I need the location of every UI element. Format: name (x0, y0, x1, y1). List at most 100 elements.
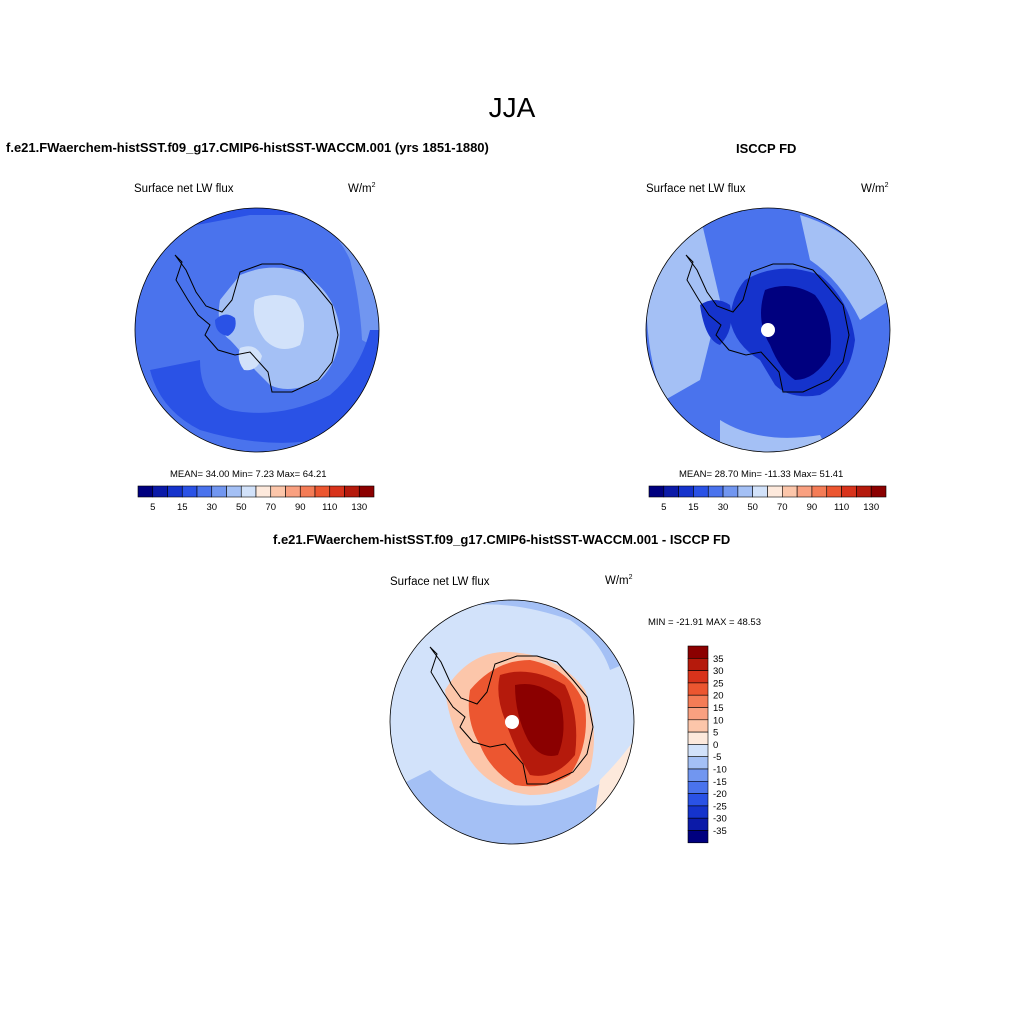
colorbar-model-swatch (329, 485, 345, 498)
panel1-variable: Surface net LW flux (134, 183, 234, 195)
colorbar-isccp-label: 110 (834, 502, 849, 513)
colorbar-isccp-swatch (648, 485, 665, 498)
colorbar-model-swatch (255, 485, 272, 498)
panel1-units-exp: 2 (371, 182, 376, 189)
colorbar-difference-label: -5 (713, 752, 721, 763)
colorbar-model-label: 15 (177, 502, 188, 513)
colorbar-difference-swatch (687, 645, 709, 659)
colorbar-model-swatch (358, 485, 375, 498)
panel2-units-exp: 2 (884, 182, 889, 189)
colorbar-isccp-swatch (707, 485, 724, 498)
colorbar-isccp-swatch (737, 485, 753, 498)
main-title: JJA (488, 92, 536, 123)
map-model-border (134, 207, 380, 453)
colorbar-model-label: 5 (150, 502, 155, 513)
panel3-variable: Surface net LW flux (390, 576, 490, 588)
colorbar-isccp-swatch (782, 485, 798, 498)
panel2-units: W/m2 (861, 182, 889, 195)
panel3-units: W/m2 (605, 574, 633, 587)
colorbar-isccp-label: 30 (718, 502, 729, 513)
colorbar-difference-label: 25 (713, 678, 724, 689)
map-isccp (646, 208, 890, 452)
colorbar-isccp-swatch (811, 485, 828, 498)
colorbar-isccp-swatch (722, 485, 739, 498)
panel1-units-base: W/m (348, 182, 372, 195)
colorbar-isccp-swatch (767, 485, 783, 498)
panel3-title: f.e21.FWaerchem-histSST.f09_g17.CMIP6-hi… (273, 532, 731, 547)
map-difference (390, 600, 634, 844)
colorbar-model-swatch (137, 485, 154, 498)
colorbar-difference-label: -20 (713, 789, 727, 800)
colorbar-model-swatch (226, 485, 242, 498)
panel2-units-base: W/m (861, 182, 885, 195)
colorbar-difference-label: 0 (713, 740, 718, 751)
panel1-title: f.e21.FWaerchem-histSST.f09_g17.CMIP6-hi… (6, 140, 489, 155)
colorbar-model-label: 30 (206, 502, 217, 513)
colorbar-model-label: 50 (236, 502, 247, 513)
colorbar-difference-swatch (687, 682, 709, 696)
colorbar-model-swatch (285, 485, 301, 498)
colorbar-model-swatch (270, 485, 286, 498)
colorbar-difference-swatch (687, 756, 709, 770)
colorbar-difference-label: 30 (713, 666, 724, 677)
panel2-variable: Surface net LW flux (646, 183, 746, 195)
colorbar-model-swatch (181, 485, 198, 498)
colorbar-difference-swatch (687, 670, 709, 684)
colorbar-isccp-swatch (841, 485, 857, 498)
colorbar-difference-label: 15 (713, 703, 724, 714)
colorbar-model-swatch (314, 485, 331, 498)
colorbar-difference-label: 20 (713, 691, 724, 702)
colorbar-difference-swatch (687, 731, 709, 745)
colorbar-isccp-label: 70 (777, 502, 788, 513)
colorbar-difference-label: -30 (713, 814, 727, 825)
colorbar-difference-swatch (687, 719, 709, 733)
colorbar-model-swatch (152, 485, 168, 498)
colorbar-isccp-label: 5 (661, 502, 666, 513)
colorbar-isccp-swatch (663, 485, 679, 498)
panel2-title: ISCCP FD (736, 141, 797, 156)
colorbar-difference-swatch (687, 694, 709, 708)
colorbar-difference-label: -10 (713, 765, 727, 776)
colorbar-isccp: 5 15 30 50 70 90 110 130 (648, 485, 887, 513)
colorbar-isccp-label: 50 (747, 502, 758, 513)
colorbar-difference-label: -15 (713, 777, 727, 788)
panel3-units-exp: 2 (628, 574, 633, 581)
colorbar-isccp-swatch (870, 485, 887, 498)
colorbar-isccp-swatch (796, 485, 813, 498)
colorbar-isccp-label: 90 (807, 502, 818, 513)
colorbar-difference-swatch (687, 830, 709, 844)
colorbar-difference-label: 35 (713, 654, 724, 665)
colorbar-isccp-swatch (856, 485, 872, 498)
panel3-stats: MIN = -21.91 MAX = 48.53 (648, 617, 762, 628)
colorbar-model-label: 90 (295, 502, 306, 513)
colorbar-model-swatch (167, 485, 183, 498)
map-model (135, 208, 379, 452)
colorbar-model-label: 70 (265, 502, 276, 513)
colorbar-isccp-label: 15 (688, 502, 699, 513)
panel2-stats: MEAN= 28.70 Min= -11.33 Max= 51.41 (679, 469, 844, 480)
map-difference-border (389, 599, 635, 845)
colorbar-difference-swatch (687, 793, 709, 807)
colorbar-isccp-label: 130 (863, 502, 879, 513)
colorbar-isccp-swatch (693, 485, 709, 498)
colorbar-difference-swatch (687, 780, 709, 794)
colorbar-difference-swatch (687, 805, 709, 819)
panel3-units-base: W/m (605, 574, 629, 587)
colorbar-difference-label: -35 (713, 826, 727, 837)
colorbar-difference-label: 5 (713, 728, 718, 739)
colorbar-difference-label: -25 (713, 801, 727, 812)
colorbar-difference-swatch (687, 817, 709, 831)
colorbar-difference-swatch (687, 707, 709, 721)
colorbar-difference-swatch (687, 657, 709, 671)
colorbar-model-swatch (211, 485, 227, 498)
colorbar-model-swatch (240, 485, 257, 498)
colorbar-difference-swatch (687, 744, 709, 758)
map-isccp-border (645, 207, 891, 453)
colorbar-isccp-swatch (826, 485, 842, 498)
colorbar-model-swatch (344, 485, 360, 498)
colorbar-model-label: 130 (351, 502, 367, 513)
colorbar-model: 5 15 30 50 70 90 110 130 (137, 485, 375, 513)
colorbar-model-label: 110 (322, 502, 337, 513)
